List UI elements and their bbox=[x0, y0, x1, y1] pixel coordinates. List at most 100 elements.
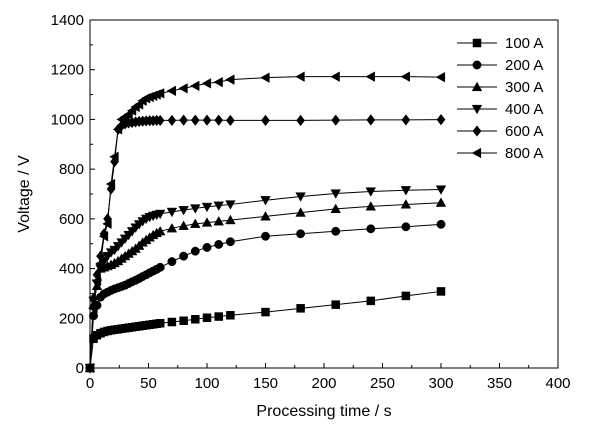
data-point-600-a bbox=[226, 114, 235, 127]
data-point-800-a bbox=[84, 362, 95, 374]
series-100-a bbox=[85, 287, 446, 373]
data-point-200-a bbox=[261, 231, 270, 241]
data-point-100-a bbox=[179, 316, 188, 326]
data-point-800-a bbox=[400, 71, 410, 82]
legend-marker-200-a bbox=[472, 60, 482, 70]
data-point-200-a bbox=[202, 242, 212, 252]
data-point-300-a bbox=[330, 203, 341, 214]
data-point-100-a bbox=[226, 311, 235, 320]
data-point-400-a bbox=[400, 186, 412, 196]
data-point-600-a bbox=[214, 114, 224, 126]
x-tick-label: 400 bbox=[545, 375, 570, 392]
legend-entry-400-a: 400 A bbox=[457, 101, 543, 118]
data-point-300-a bbox=[213, 216, 224, 226]
data-point-800-a bbox=[112, 124, 123, 135]
data-point-300-a bbox=[435, 197, 447, 207]
data-point-100-a bbox=[167, 317, 177, 327]
series-layer bbox=[84, 71, 447, 374]
data-point-100-a bbox=[296, 304, 305, 313]
data-point-800-a bbox=[225, 74, 235, 85]
data-point-200-a bbox=[366, 224, 376, 234]
data-point-800-a bbox=[98, 231, 109, 242]
data-point-200-a bbox=[331, 226, 341, 236]
data-point-600-a bbox=[331, 114, 341, 126]
data-point-800-a bbox=[365, 71, 375, 82]
legend-label: 100 A bbox=[505, 35, 543, 52]
legend-entry-600-a: 600 A bbox=[457, 123, 543, 140]
data-point-400-a bbox=[365, 187, 377, 197]
data-point-600-a bbox=[202, 114, 212, 126]
data-point-800-a bbox=[154, 88, 165, 99]
data-point-800-a bbox=[105, 178, 116, 190]
data-point-100-a bbox=[202, 313, 212, 323]
data-point-600-a bbox=[296, 114, 305, 127]
data-point-200-a bbox=[436, 219, 446, 229]
data-point-600-a bbox=[155, 114, 165, 127]
data-point-800-a bbox=[435, 71, 446, 83]
x-axis-title: Processing time / s bbox=[256, 403, 391, 420]
data-point-100-a bbox=[401, 291, 411, 301]
y-tick-label: 1000 bbox=[51, 111, 84, 128]
legend-entry-100-a: 100 A bbox=[457, 35, 543, 52]
data-point-600-a bbox=[366, 114, 376, 126]
x-tick-label: 50 bbox=[140, 375, 157, 392]
data-point-600-a bbox=[190, 114, 200, 126]
data-point-300-a bbox=[178, 220, 189, 230]
data-point-800-a bbox=[213, 76, 223, 88]
x-tick-label: 300 bbox=[428, 375, 453, 392]
data-point-400-a bbox=[166, 207, 178, 218]
data-point-200-a bbox=[214, 240, 224, 249]
data-point-300-a bbox=[295, 207, 306, 217]
data-point-300-a bbox=[154, 225, 166, 236]
data-point-100-a bbox=[331, 300, 340, 309]
data-point-800-a bbox=[88, 303, 98, 314]
legend-marker-600-a bbox=[472, 125, 482, 137]
legend-label: 200 A bbox=[505, 57, 543, 74]
data-point-300-a bbox=[166, 222, 178, 233]
data-point-100-a bbox=[191, 315, 200, 324]
legend-entry-300-a: 300 A bbox=[457, 79, 543, 96]
data-point-800-a bbox=[295, 71, 305, 82]
data-point-400-a bbox=[154, 209, 166, 220]
legend-entry-800-a: 800 A bbox=[457, 145, 543, 162]
data-point-400-a bbox=[260, 196, 271, 206]
y-tick-label: 1200 bbox=[51, 62, 84, 79]
series-200-a bbox=[85, 219, 446, 373]
data-point-300-a bbox=[201, 217, 213, 227]
data-point-400-a bbox=[330, 189, 341, 199]
data-point-100-a bbox=[436, 287, 446, 296]
data-point-800-a bbox=[178, 83, 188, 94]
data-point-800-a bbox=[109, 151, 119, 162]
x-tick-label: 350 bbox=[487, 375, 512, 392]
data-point-800-a bbox=[330, 71, 340, 82]
data-point-200-a bbox=[155, 262, 165, 272]
data-point-200-a bbox=[225, 237, 235, 247]
data-point-300-a bbox=[190, 218, 201, 228]
data-point-300-a bbox=[365, 201, 377, 211]
legend-label: 300 A bbox=[505, 79, 543, 96]
series-800-a bbox=[84, 71, 446, 374]
data-point-600-a bbox=[167, 114, 177, 127]
data-point-600-a bbox=[401, 114, 411, 126]
data-point-600-a bbox=[261, 114, 270, 127]
legend-label: 800 A bbox=[505, 145, 543, 162]
data-point-100-a bbox=[155, 319, 165, 328]
data-point-800-a bbox=[260, 72, 270, 83]
data-point-400-a bbox=[178, 206, 189, 216]
axes: 0 50 100 150 200 250 300 350 400 0 200 400 600 800 100… bbox=[51, 12, 571, 392]
data-point-800-a bbox=[189, 80, 200, 92]
legend-marker-400-a bbox=[471, 104, 483, 115]
x-tick-label: 250 bbox=[370, 375, 395, 392]
legend: 100 A 200 A 300 A 400 A 600 A 800 A bbox=[457, 35, 543, 162]
data-point-200-a bbox=[296, 229, 306, 239]
y-tick-label: 600 bbox=[59, 211, 84, 228]
legend-label: 400 A bbox=[505, 101, 543, 118]
x-tick-label: 150 bbox=[253, 375, 278, 392]
x-tick-label: 200 bbox=[311, 375, 336, 392]
data-point-800-a bbox=[166, 85, 176, 97]
x-tick-label: 100 bbox=[194, 375, 219, 392]
data-point-200-a bbox=[401, 222, 411, 232]
legend-label: 600 A bbox=[505, 123, 543, 140]
y-tick-label: 400 bbox=[59, 261, 84, 278]
